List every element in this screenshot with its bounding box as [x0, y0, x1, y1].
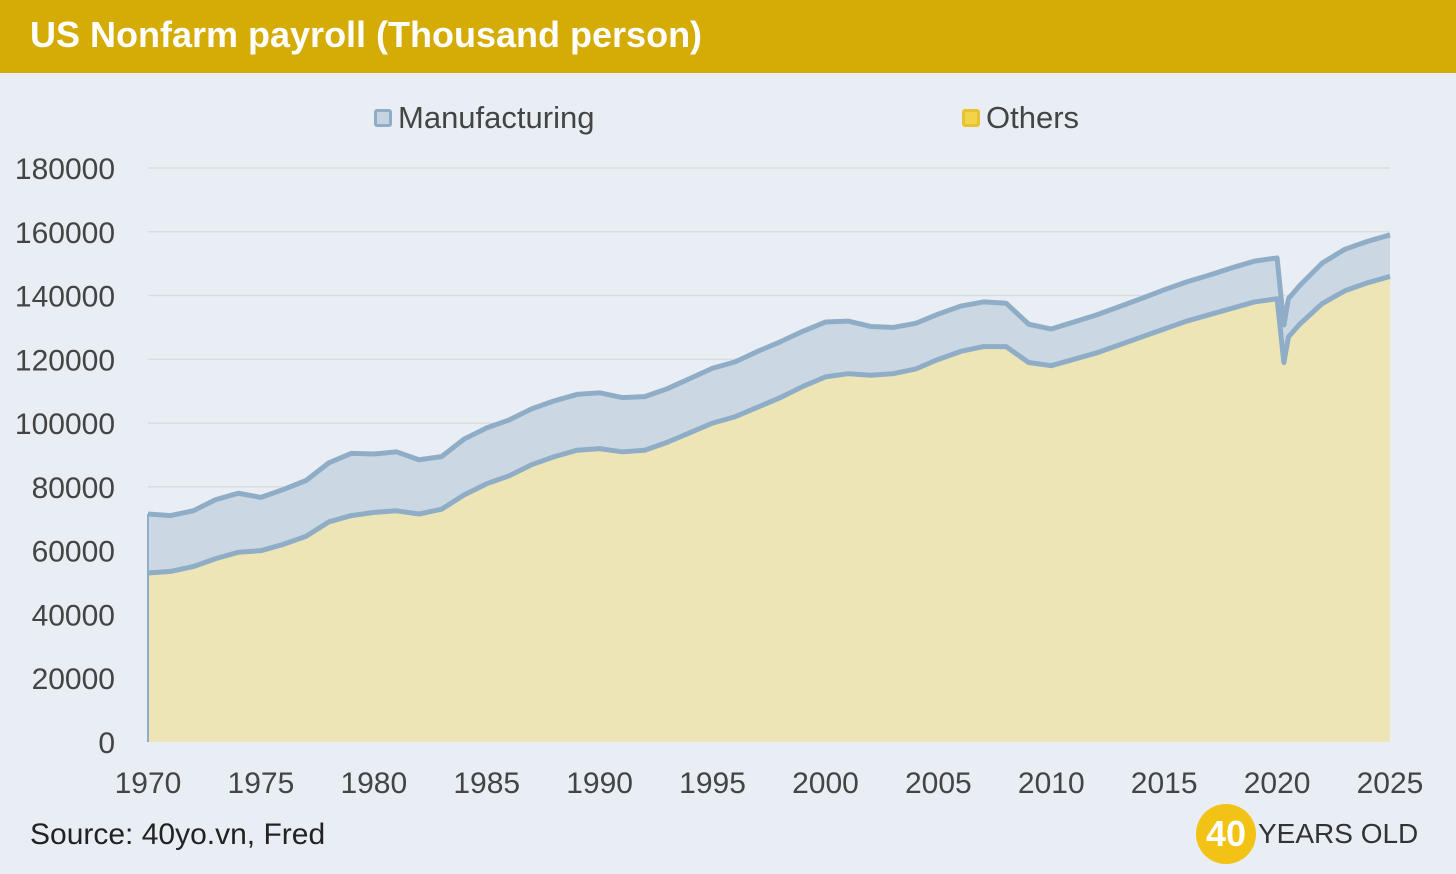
chart-title: US Nonfarm payroll (Thousand person) — [30, 14, 703, 55]
legend-item-others: Others — [962, 98, 1079, 138]
line-total-top — [147, 232, 1391, 519]
title-bar: US Nonfarm payroll (Thousand person) — [0, 0, 1456, 73]
line-others-top — [147, 274, 1391, 576]
source-note: Source: 40yo.vn, Fred — [30, 818, 326, 851]
y-tick-label-20000: 20000 — [32, 663, 115, 696]
y-tick-label-160000: 160000 — [15, 217, 115, 250]
legend-item-manufacturing: Manufacturing — [374, 98, 594, 138]
y-tick-label-40000: 40000 — [32, 599, 115, 632]
legend-swatch-manufacturing — [374, 109, 392, 127]
legend-swatch-others — [962, 109, 980, 127]
logo: 40 YEARS OLD — [1196, 804, 1418, 864]
y-tick-label-180000: 180000 — [15, 153, 115, 186]
area-others — [148, 276, 1390, 742]
y-tick-label-100000: 100000 — [15, 408, 115, 441]
x-tick-label-1970: 1970 — [115, 767, 182, 800]
x-tick-label-1980: 1980 — [340, 767, 407, 800]
x-tick-label-2020: 2020 — [1244, 767, 1311, 800]
x-tick-label-2010: 2010 — [1018, 767, 1085, 800]
legend-label-manufacturing: Manufacturing — [398, 100, 595, 135]
x-tick-label-2000: 2000 — [792, 767, 859, 800]
x-tick-label-2005: 2005 — [905, 767, 972, 800]
x-tick-label-1990: 1990 — [566, 767, 633, 800]
legend-label-others: Others — [986, 100, 1080, 135]
x-tick-label-2015: 2015 — [1131, 767, 1198, 800]
y-tick-label-80000: 80000 — [32, 472, 115, 505]
x-tick-label-1995: 1995 — [679, 767, 746, 800]
x-tick-label-1985: 1985 — [453, 767, 520, 800]
y-tick-label-60000: 60000 — [32, 536, 115, 569]
logo-text: YEARS OLD — [1258, 818, 1419, 849]
y-tick-label-120000: 120000 — [15, 344, 115, 377]
area-manufacturing — [148, 234, 1390, 573]
x-tick-label-2025: 2025 — [1357, 767, 1424, 800]
y-tick-label-0: 0 — [98, 727, 115, 760]
y-tick-label-140000: 140000 — [15, 281, 115, 314]
logo-badge: 40 — [1196, 804, 1256, 864]
x-tick-label-1975: 1975 — [228, 767, 295, 800]
